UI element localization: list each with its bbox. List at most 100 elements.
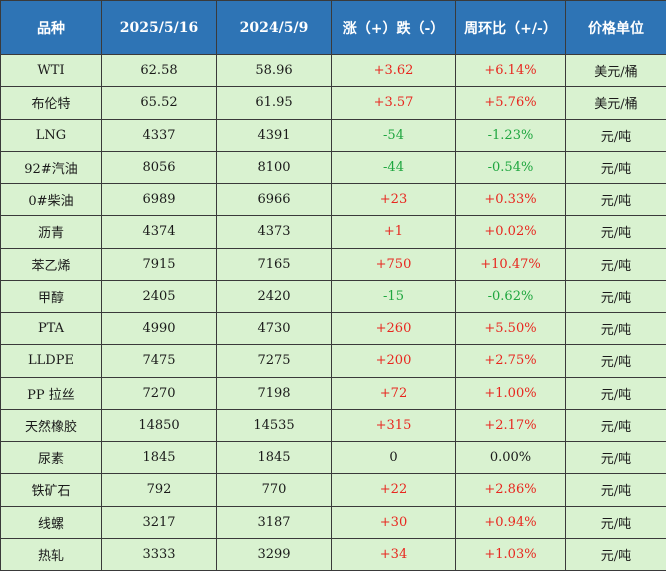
cell-current-price: 2405 <box>101 279 217 314</box>
cell-week-over-week: +2.75% <box>455 344 566 378</box>
cell-change: +1 <box>331 215 456 249</box>
cell-previous-price: 7275 <box>216 344 332 378</box>
cell-commodity: 0#柴油 <box>0 182 102 217</box>
cell-week-over-week: 0.00% <box>455 440 566 475</box>
cell-commodity: 苯乙烯 <box>0 247 102 281</box>
cell-current-price: 14850 <box>101 408 217 443</box>
cell-price-unit: 元/吨 <box>565 279 666 314</box>
cell-previous-price: 58.96 <box>216 53 332 88</box>
cell-commodity: 沥青 <box>0 215 102 249</box>
cell-current-price: 792 <box>101 473 217 507</box>
cell-commodity: PTA <box>0 311 102 346</box>
cell-previous-price: 4730 <box>216 311 332 346</box>
cell-change: +30 <box>331 505 456 539</box>
cell-commodity: LNG <box>0 118 102 152</box>
cell-week-over-week: +1.00% <box>455 376 566 410</box>
cell-week-over-week: -1.23% <box>455 118 566 152</box>
table-row: 热轧 3333 3299 +34 +1.03% 元/吨 <box>0 537 666 571</box>
cell-commodity: PP 拉丝 <box>0 376 102 410</box>
table-body: WTI 62.58 58.96 +3.62 +6.14% 美元/桶 布伦特 65.52 61.9… <box>0 53 666 571</box>
cell-week-over-week: +1.03% <box>455 537 566 571</box>
cell-week-over-week: +6.14% <box>455 53 566 88</box>
header-change: 涨（+）跌（-） <box>331 0 456 55</box>
table-row: 苯乙烯 7915 7165 +750 +10.47% 元/吨 <box>0 247 666 281</box>
cell-previous-price: 7165 <box>216 247 332 281</box>
cell-price-unit: 元/吨 <box>565 537 666 571</box>
table-row: 沥青 4374 4373 +1 +0.02% 元/吨 <box>0 215 666 249</box>
cell-previous-price: 770 <box>216 473 332 507</box>
cell-commodity: 天然橡胶 <box>0 408 102 443</box>
cell-previous-price: 7198 <box>216 376 332 410</box>
cell-current-price: 4337 <box>101 118 217 152</box>
table-row: 线螺 3217 3187 +30 +0.94% 元/吨 <box>0 505 666 539</box>
header-current-date: 2025/5/16 <box>101 0 217 55</box>
table-row: LNG 4337 4391 -54 -1.23% 元/吨 <box>0 118 666 152</box>
cell-commodity: 甲醇 <box>0 279 102 314</box>
cell-commodity: LLDPE <box>0 344 102 378</box>
cell-change: +315 <box>331 408 456 443</box>
cell-commodity: 尿素 <box>0 440 102 475</box>
cell-change: 0 <box>331 440 456 475</box>
cell-commodity: 布伦特 <box>0 86 102 120</box>
cell-change: +750 <box>331 247 456 281</box>
cell-price-unit: 元/吨 <box>565 118 666 152</box>
cell-price-unit: 元/吨 <box>565 473 666 507</box>
table-row: WTI 62.58 58.96 +3.62 +6.14% 美元/桶 <box>0 53 666 88</box>
cell-week-over-week: +5.50% <box>455 311 566 346</box>
cell-previous-price: 2420 <box>216 279 332 314</box>
cell-current-price: 4990 <box>101 311 217 346</box>
cell-current-price: 3217 <box>101 505 217 539</box>
table-row: 0#柴油 6989 6966 +23 +0.33% 元/吨 <box>0 182 666 217</box>
cell-week-over-week: +0.02% <box>455 215 566 249</box>
cell-previous-price: 6966 <box>216 182 332 217</box>
cell-week-over-week: +10.47% <box>455 247 566 281</box>
cell-week-over-week: +0.33% <box>455 182 566 217</box>
cell-current-price: 4374 <box>101 215 217 249</box>
cell-change: +34 <box>331 537 456 571</box>
table-row: PTA 4990 4730 +260 +5.50% 元/吨 <box>0 311 666 346</box>
cell-current-price: 7475 <box>101 344 217 378</box>
cell-price-unit: 元/吨 <box>565 408 666 443</box>
cell-current-price: 65.52 <box>101 86 217 120</box>
cell-current-price: 7270 <box>101 376 217 410</box>
cell-previous-price: 1845 <box>216 440 332 475</box>
cell-change: +3.57 <box>331 86 456 120</box>
cell-week-over-week: +2.86% <box>455 473 566 507</box>
cell-change: -15 <box>331 279 456 314</box>
cell-current-price: 8056 <box>101 150 217 185</box>
cell-week-over-week: -0.54% <box>455 150 566 185</box>
cell-previous-price: 4373 <box>216 215 332 249</box>
table-row: 天然橡胶 14850 14535 +315 +2.17% 元/吨 <box>0 408 666 443</box>
header-previous-date: 2024/5/9 <box>216 0 332 55</box>
table-header-row: 品种 2025/5/16 2024/5/9 涨（+）跌（-） 周环比（+/-） … <box>0 0 666 55</box>
cell-previous-price: 3187 <box>216 505 332 539</box>
cell-week-over-week: +0.94% <box>455 505 566 539</box>
header-price-unit: 价格单位 <box>565 0 666 55</box>
table-row: 92#汽油 8056 8100 -44 -0.54% 元/吨 <box>0 150 666 185</box>
cell-current-price: 62.58 <box>101 53 217 88</box>
header-commodity: 品种 <box>0 0 102 55</box>
table-row: 铁矿石 792 770 +22 +2.86% 元/吨 <box>0 473 666 507</box>
cell-previous-price: 8100 <box>216 150 332 185</box>
cell-price-unit: 美元/桶 <box>565 86 666 120</box>
cell-previous-price: 4391 <box>216 118 332 152</box>
cell-week-over-week: -0.62% <box>455 279 566 314</box>
cell-change: -54 <box>331 118 456 152</box>
cell-change: +72 <box>331 376 456 410</box>
cell-current-price: 6989 <box>101 182 217 217</box>
cell-commodity: WTI <box>0 53 102 88</box>
cell-price-unit: 元/吨 <box>565 182 666 217</box>
cell-commodity: 92#汽油 <box>0 150 102 185</box>
header-week-over-week: 周环比（+/-） <box>455 0 566 55</box>
cell-previous-price: 14535 <box>216 408 332 443</box>
cell-price-unit: 元/吨 <box>565 247 666 281</box>
cell-current-price: 7915 <box>101 247 217 281</box>
table-row: LLDPE 7475 7275 +200 +2.75% 元/吨 <box>0 344 666 378</box>
cell-price-unit: 元/吨 <box>565 440 666 475</box>
table-row: 尿素 1845 1845 0 0.00% 元/吨 <box>0 440 666 475</box>
cell-week-over-week: +2.17% <box>455 408 566 443</box>
cell-current-price: 3333 <box>101 537 217 571</box>
cell-price-unit: 元/吨 <box>565 311 666 346</box>
